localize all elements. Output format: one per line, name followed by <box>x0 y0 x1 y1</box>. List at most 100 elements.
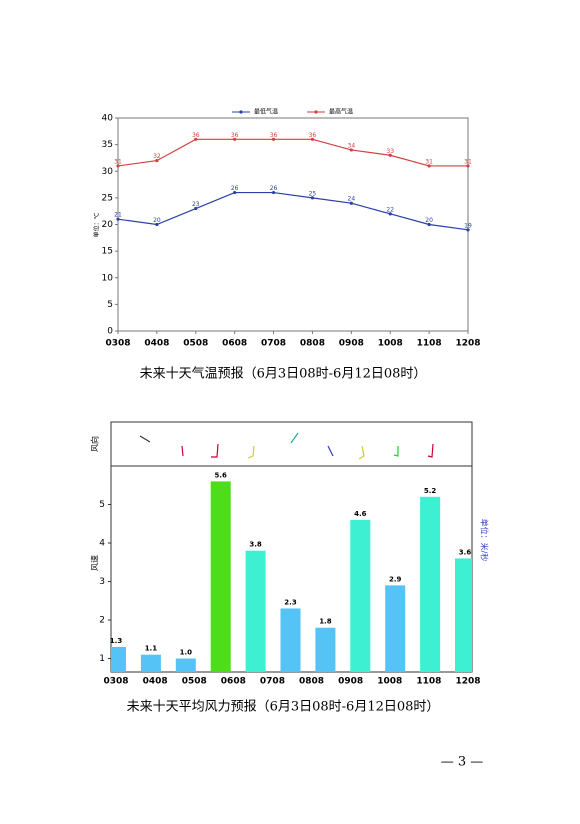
wind-arrows <box>139 432 434 460</box>
y-tick-label: 5 <box>99 500 105 510</box>
point <box>349 201 353 205</box>
x-tick-label: 1008 <box>378 339 403 349</box>
x-tick-label: 0508 <box>182 677 207 687</box>
legend-label: 最高气温 <box>329 108 353 116</box>
bar <box>420 496 441 672</box>
y-tick-label: 4 <box>99 539 105 549</box>
bar <box>280 608 301 672</box>
point <box>271 137 276 141</box>
caption: 未来十天气温预报（6月3日08时-6月12日08时） <box>140 366 427 382</box>
data-label: 5.6 <box>214 471 227 479</box>
data-label: 19 <box>464 222 472 229</box>
y-tick-label: 40 <box>102 114 114 124</box>
data-label: 2.3 <box>284 598 297 606</box>
y-tick-label: 3 <box>99 577 105 587</box>
point <box>233 137 237 141</box>
x-tick-label: 0608 <box>222 339 247 349</box>
y-tick-label: 35 <box>102 140 113 150</box>
x-tick-label: 0408 <box>143 677 168 687</box>
data-label: 33 <box>386 148 394 155</box>
bar <box>175 658 196 672</box>
point <box>271 190 276 195</box>
y-tick-label: 20 <box>102 220 114 230</box>
point <box>116 164 120 168</box>
legend-marker <box>239 110 243 114</box>
point <box>388 153 392 157</box>
x-tick-label: 1208 <box>455 677 480 687</box>
data-label: 26 <box>270 185 278 192</box>
y-tick-label: 0 <box>107 327 113 337</box>
y-tick-label: 10 <box>102 273 114 283</box>
bar <box>210 481 231 672</box>
legend-marker <box>314 110 318 114</box>
top-label: 风向 <box>90 436 100 452</box>
data-label: 31 <box>464 158 472 165</box>
data-label: 25 <box>309 190 317 197</box>
data-label: 4.6 <box>354 510 367 518</box>
point <box>194 137 198 141</box>
x-tick-label: 0708 <box>261 339 286 349</box>
bar <box>140 654 161 672</box>
x-tick-label: 1108 <box>417 339 442 349</box>
bar <box>455 558 472 672</box>
data-label: 2.9 <box>389 575 402 583</box>
data-label: 3.8 <box>249 541 262 549</box>
data-label: 31 <box>425 158 433 165</box>
point <box>310 137 315 141</box>
data-label: 34 <box>348 142 356 149</box>
bar <box>385 585 406 672</box>
data-label: 1.3 <box>110 637 123 645</box>
data-label: 20 <box>153 217 161 224</box>
data-label: 24 <box>348 196 356 203</box>
x-tick-label: 0908 <box>338 677 363 687</box>
page-number: — 3 — <box>441 755 484 770</box>
data-label: 22 <box>386 206 394 213</box>
x-tick-label: 1008 <box>377 677 402 687</box>
x-tick-label: 0508 <box>183 339 208 349</box>
x-tick-label: 0308 <box>105 339 130 349</box>
y-tick-label: 5 <box>107 300 113 310</box>
point <box>155 159 159 163</box>
y-label: 单位：℃ <box>93 212 101 237</box>
x-tick-label: 0808 <box>299 677 324 687</box>
data-label: 3.6 <box>459 548 472 556</box>
data-label: 36 <box>270 132 278 139</box>
point <box>466 228 470 232</box>
x-tick-label: 0408 <box>144 339 169 349</box>
legend-label: 最低气温 <box>254 108 278 116</box>
point <box>116 217 120 221</box>
data-label: 36 <box>231 132 239 139</box>
x-tick-label: 1108 <box>416 677 441 687</box>
x-tick-label: 0608 <box>221 677 246 687</box>
y-tick-label: 25 <box>102 193 113 203</box>
point <box>310 196 315 200</box>
line <box>117 191 469 231</box>
line <box>117 138 468 167</box>
bar <box>315 627 336 672</box>
bars <box>111 481 472 672</box>
data-label: 31 <box>114 158 122 165</box>
point <box>427 164 431 168</box>
point <box>349 148 353 152</box>
data-label: 36 <box>192 132 200 139</box>
data-label: 5.2 <box>424 487 437 495</box>
data-label: 26 <box>231 185 239 192</box>
x-tick-label: 0308 <box>103 677 128 687</box>
point <box>233 190 237 195</box>
x-tick-label: 0708 <box>260 677 285 687</box>
data-label: 20 <box>425 217 433 224</box>
x-tick-label: 0808 <box>300 339 325 349</box>
x-tick-label: 1208 <box>455 339 480 349</box>
point <box>194 206 198 211</box>
data-label: 36 <box>309 132 317 139</box>
data-label: 23 <box>192 201 200 208</box>
data-label: 1.8 <box>319 618 332 626</box>
data-label: 1.0 <box>180 649 193 657</box>
bar <box>350 519 371 672</box>
y-tick-label: 30 <box>102 167 114 177</box>
unit-label: 单位：米/秒 <box>480 519 490 562</box>
bar <box>111 646 126 672</box>
bar <box>245 550 266 672</box>
y-tick-label: 15 <box>102 247 113 257</box>
